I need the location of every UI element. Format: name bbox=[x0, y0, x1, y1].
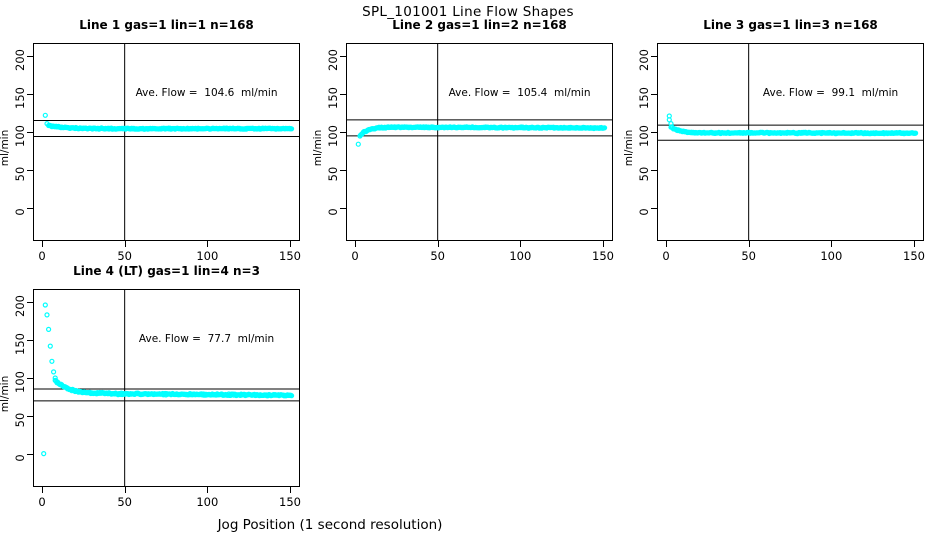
scatter-plot bbox=[657, 43, 924, 241]
x-tick-label: 50 bbox=[117, 249, 132, 263]
x-tick-mark bbox=[666, 241, 667, 247]
x-tick-label: 100 bbox=[509, 249, 532, 263]
y-tick-mark bbox=[651, 94, 657, 95]
x-tick-label: 150 bbox=[279, 249, 301, 263]
panel-title: Line 4 (LT) gas=1 lin=4 n=3 bbox=[73, 264, 260, 278]
y-tick-mark bbox=[27, 132, 33, 133]
y-tick-mark bbox=[27, 340, 33, 341]
x-tick-mark bbox=[42, 487, 43, 493]
x-tick-label: 50 bbox=[741, 249, 756, 263]
y-tick-mark bbox=[340, 208, 346, 209]
plot-box bbox=[346, 43, 613, 241]
y-tick-mark bbox=[27, 170, 33, 171]
plot-box bbox=[657, 43, 924, 241]
x-tick-mark bbox=[124, 241, 126, 247]
x-tick-mark bbox=[289, 487, 291, 493]
y-tick-mark bbox=[340, 132, 346, 133]
ave-flow-annotation: Ave. Flow = 104.6 ml/min bbox=[135, 87, 278, 99]
x-tick-label: 100 bbox=[196, 495, 219, 509]
y-tick-mark bbox=[651, 208, 657, 209]
panel-line-3: Line 3 gas=1 lin=3 n=168 Ave. Flow = 99.… bbox=[623, 18, 925, 263]
scatter-plot bbox=[33, 289, 300, 487]
x-tick-label: 0 bbox=[38, 249, 46, 263]
x-tick-mark bbox=[602, 241, 604, 247]
ave-flow-annotation: Ave. Flow = 77.7 ml/min bbox=[138, 333, 275, 345]
y-tick-mark bbox=[27, 454, 33, 455]
x-tick-mark bbox=[437, 241, 439, 247]
x-tick-mark bbox=[289, 241, 291, 247]
y-tick-mark bbox=[340, 170, 346, 171]
scatter-plot bbox=[346, 43, 613, 241]
scatter-plot bbox=[33, 43, 300, 241]
x-tick-mark bbox=[831, 241, 833, 247]
x-tick-mark bbox=[42, 241, 43, 247]
x-tick-mark bbox=[748, 241, 750, 247]
ave-flow-annotation: Ave. Flow = 105.4 ml/min bbox=[448, 87, 591, 99]
x-tick-label: 0 bbox=[38, 495, 46, 509]
x-tick-mark bbox=[913, 241, 915, 247]
x-tick-label: 50 bbox=[430, 249, 445, 263]
data-points bbox=[355, 124, 608, 147]
panel-line-2: Line 2 gas=1 lin=2 n=168 Ave. Flow = 105… bbox=[312, 18, 614, 263]
x-tick-mark bbox=[207, 487, 209, 493]
x-axis-title: Jog Position (1 second resolution) bbox=[217, 517, 443, 533]
y-tick-mark bbox=[651, 132, 657, 133]
panel-title: Line 2 gas=1 lin=2 n=168 bbox=[392, 18, 567, 32]
y-tick-mark bbox=[27, 378, 33, 379]
x-tick-label: 150 bbox=[903, 249, 925, 263]
panel-line-4: Line 4 (LT) gas=1 lin=4 n=3 Ave. Flow = … bbox=[0, 264, 301, 509]
data-points bbox=[666, 113, 919, 137]
main-title: SPL_101001 Line Flow Shapes bbox=[362, 4, 574, 20]
y-tick-mark bbox=[27, 94, 33, 95]
y-tick-mark bbox=[27, 208, 33, 209]
panel-title: Line 3 gas=1 lin=3 n=168 bbox=[703, 18, 878, 32]
x-tick-mark bbox=[124, 487, 126, 493]
y-tick-mark bbox=[340, 94, 346, 95]
y-tick-mark bbox=[27, 302, 33, 303]
x-tick-label: 0 bbox=[351, 249, 359, 263]
plot-box bbox=[33, 289, 300, 487]
x-tick-label: 150 bbox=[592, 249, 614, 263]
data-points bbox=[41, 302, 295, 457]
data-points bbox=[42, 112, 295, 132]
plot-box bbox=[33, 43, 300, 241]
panel-line-1: Line 1 gas=1 lin=1 n=168 Ave. Flow = 104… bbox=[0, 18, 301, 263]
x-tick-mark bbox=[355, 241, 356, 247]
y-tick-mark bbox=[651, 170, 657, 171]
x-tick-label: 100 bbox=[196, 249, 219, 263]
x-tick-label: 0 bbox=[662, 249, 670, 263]
x-tick-label: 100 bbox=[820, 249, 843, 263]
panel-title: Line 1 gas=1 lin=1 n=168 bbox=[79, 18, 254, 32]
y-tick-mark bbox=[340, 56, 346, 57]
x-tick-label: 50 bbox=[117, 495, 132, 509]
ave-flow-annotation: Ave. Flow = 99.1 ml/min bbox=[762, 87, 899, 99]
y-tick-mark bbox=[27, 56, 33, 57]
y-tick-mark bbox=[27, 416, 33, 417]
x-tick-mark bbox=[520, 241, 522, 247]
y-tick-mark bbox=[651, 56, 657, 57]
x-tick-mark bbox=[207, 241, 209, 247]
x-tick-label: 150 bbox=[279, 495, 301, 509]
